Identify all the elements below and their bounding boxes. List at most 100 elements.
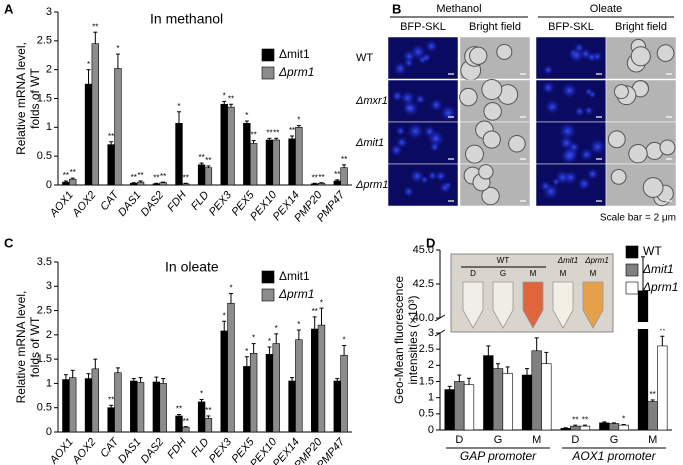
- bar: [272, 343, 280, 433]
- significance: **: [176, 405, 182, 414]
- fluorescent-spot: [589, 138, 606, 155]
- bar: [136, 382, 145, 433]
- chart-title: In methanol: [150, 11, 223, 27]
- fluorescent-spot: [421, 52, 432, 63]
- fluorescent-spot: [439, 181, 451, 194]
- legend-swatch: [625, 263, 639, 277]
- x-tick-label: DAS1: [116, 436, 144, 465]
- y-axis-label: intensities (×10³): [406, 295, 420, 384]
- cell: [630, 46, 651, 67]
- y-tick-label: 3: [46, 280, 52, 292]
- x-tick-label: M: [532, 434, 541, 446]
- y-tick-label: 2: [46, 64, 52, 76]
- bar: [333, 180, 341, 186]
- significance: **: [334, 170, 340, 179]
- x-tick-label: DAS1: [116, 189, 144, 219]
- group-label: AOX1 promoter: [571, 449, 656, 463]
- y-tick-label: 0: [46, 179, 52, 191]
- significance: *: [622, 415, 625, 424]
- y-tick-label: 0.5: [419, 408, 434, 420]
- fluorescent-spot: [425, 39, 438, 53]
- bar: [608, 423, 620, 431]
- significance: **: [131, 173, 137, 182]
- bar: [62, 379, 70, 433]
- significance: **: [92, 22, 98, 31]
- x-tick-label: M: [648, 434, 657, 446]
- fluorescent-spot: [429, 141, 441, 153]
- bar: [204, 418, 213, 433]
- bar: [220, 330, 228, 433]
- bar: [114, 372, 122, 433]
- y-tick-label: 0.5: [37, 402, 52, 414]
- significance: **: [582, 415, 588, 424]
- bar: [197, 401, 206, 433]
- condition-label: Oleate: [590, 3, 622, 15]
- significance: **: [198, 153, 204, 162]
- panel-label: C: [4, 235, 14, 250]
- x-tick-label: DAS2: [139, 436, 167, 465]
- bar: [579, 425, 591, 431]
- y-axis-label: folds of WT: [28, 316, 42, 377]
- fluorescent-spot: [577, 177, 591, 191]
- bar: [249, 353, 258, 433]
- scale-note: Scale bar = 2 μm: [600, 213, 676, 224]
- bar: [657, 345, 668, 431]
- significance: **: [160, 172, 166, 181]
- column-label: BFP-SKL: [400, 21, 446, 33]
- x-tick-label: PEX3: [207, 188, 235, 218]
- significance: *: [320, 298, 323, 307]
- condition-label: Methanol: [436, 3, 481, 15]
- bar: [91, 43, 100, 186]
- y-axis-label: Relative mRNA level,: [14, 291, 28, 404]
- bar: [152, 183, 161, 186]
- fluorescent-spot: [409, 168, 425, 184]
- panel-label: B: [392, 1, 401, 16]
- tube: [492, 281, 514, 329]
- fluorescent-spot: [568, 141, 580, 154]
- x-tick-label: AOX1: [47, 189, 76, 220]
- legend-label: Δmit1: [642, 262, 674, 276]
- tube-label: G: [500, 269, 506, 278]
- bar: [243, 122, 251, 186]
- legend-swatch: [261, 66, 275, 80]
- bar: [295, 127, 303, 186]
- fluorescent-spot: [541, 80, 556, 95]
- fluorescent-spot: [586, 167, 599, 180]
- bar: [541, 363, 552, 431]
- significance: **: [153, 173, 159, 182]
- y-tick-label: 1.5: [419, 375, 434, 387]
- x-tick-label: G: [610, 434, 619, 446]
- cell: [642, 177, 664, 198]
- x-tick-label: G: [494, 434, 503, 446]
- bar: [182, 426, 190, 433]
- significance: **: [108, 132, 114, 141]
- significance: **: [205, 156, 211, 165]
- fluorescent-spot: [579, 147, 594, 162]
- bar: [107, 407, 115, 433]
- significance: *: [116, 44, 119, 53]
- cell: [613, 84, 629, 100]
- bar: [647, 401, 658, 431]
- fluorescent-spot: [427, 170, 438, 181]
- legend-label: Δmit1: [279, 269, 310, 283]
- bar: [69, 377, 77, 433]
- bar: [175, 122, 183, 186]
- bar: [182, 183, 190, 186]
- fluorescent-spot: [558, 122, 577, 140]
- cell: [478, 164, 494, 180]
- significance: **: [266, 128, 272, 137]
- bar: [310, 183, 319, 186]
- tube-label: M: [560, 269, 567, 278]
- bar: [62, 181, 70, 186]
- y-tick-label: 3: [46, 6, 52, 18]
- cell: [496, 43, 513, 60]
- fluorescent-spot: [390, 143, 403, 157]
- column-label: Bright field: [469, 21, 521, 33]
- fluorescent-spot: [391, 90, 404, 102]
- x-tick-label: AOX2: [70, 189, 99, 220]
- legend-label: Δprm1: [278, 65, 314, 79]
- bar: [317, 324, 326, 433]
- bar: [130, 182, 138, 186]
- significance: **: [63, 171, 69, 180]
